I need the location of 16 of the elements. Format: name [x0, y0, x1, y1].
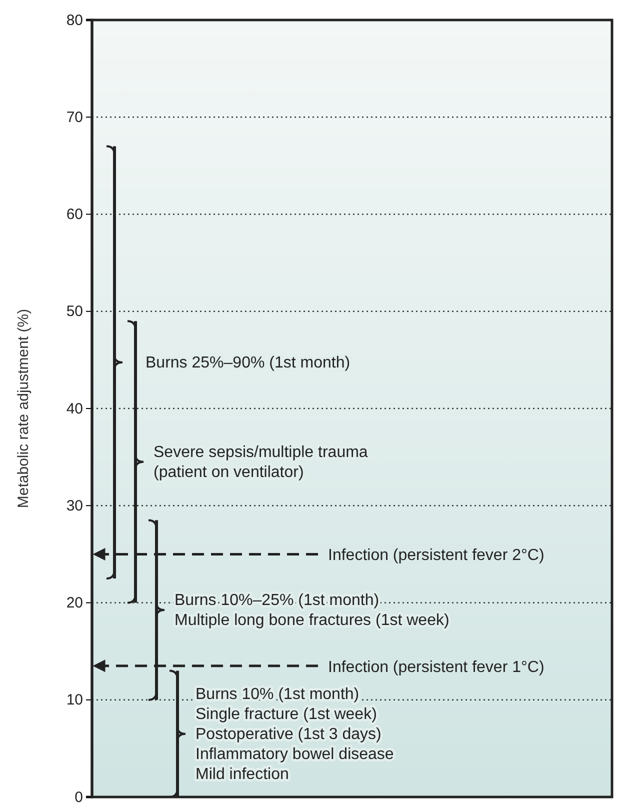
y-tick-label: 0 — [74, 788, 83, 803]
y-tick-label: 30 — [66, 497, 83, 514]
annotation: Burns 25%–90% (1st month) — [146, 354, 350, 372]
y-axis-title: Metabolic rate adjustment (%) — [15, 308, 32, 508]
y-tick-label: 50 — [66, 303, 83, 320]
y-tick-label: 10 — [66, 692, 83, 709]
y-tick-label: 70 — [66, 108, 83, 126]
annotation: Burns 10%–25% (1st month) Multiple long bone fractures (1st week) — [174, 592, 450, 630]
y-tick-label: 80 — [66, 12, 83, 29]
y-tick-label: 40 — [66, 400, 83, 418]
ref-line-label: Infection (persistent fever 2°C) — [328, 547, 544, 564]
text: Burns 10% (1st month) Single fracture (1st week) Postoperative (1st 3 days) Inflammatory bowel disease Mild infection — [196, 686, 394, 783]
ref-line-label: Infection (persistent fever 1°C) — [328, 658, 544, 676]
annotation: Severe sepsis/multiple trauma (patient on ventilator) — [154, 444, 368, 481]
y-tick-label: 20 — [66, 594, 83, 612]
y-tick-label: 60 — [66, 206, 83, 224]
